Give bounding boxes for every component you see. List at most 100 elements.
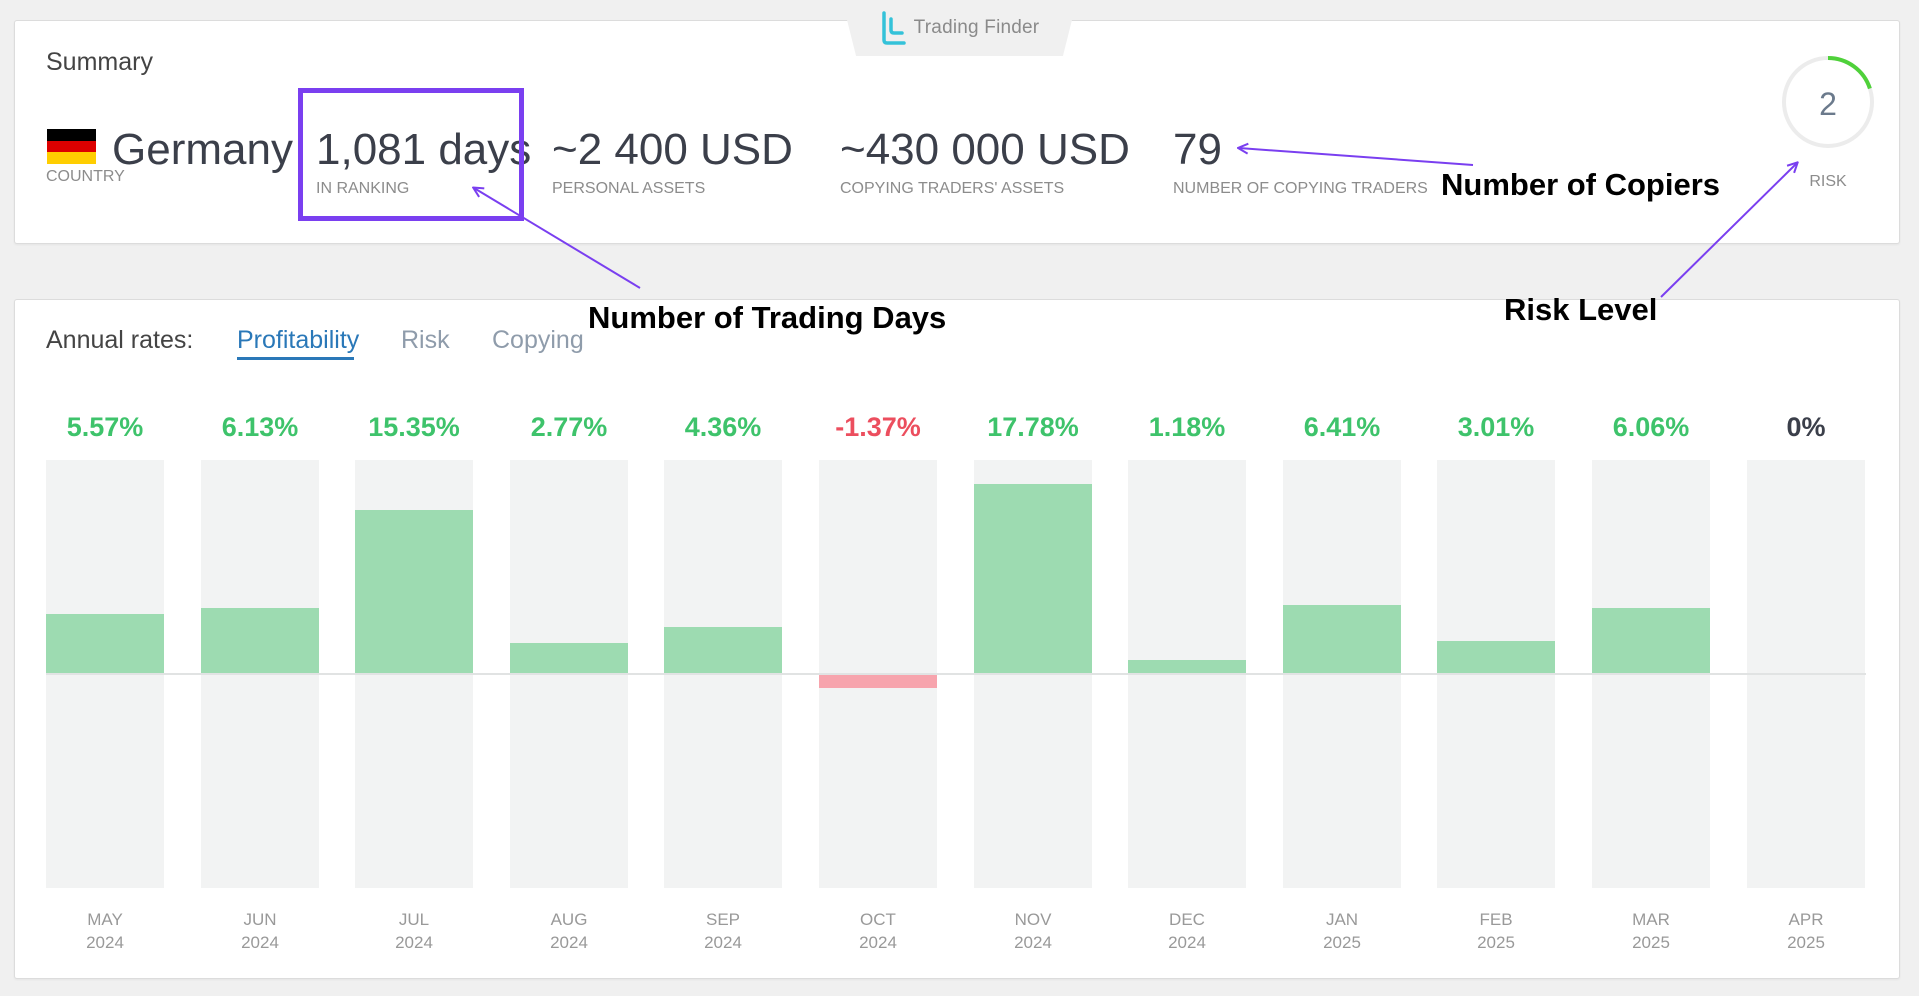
value-label: 5.57% (66, 412, 144, 442)
ranking-stat: 1,081 days IN RANKING (316, 128, 531, 198)
profit-bar (664, 626, 782, 673)
value-label: 0% (1786, 412, 1826, 442)
month-name: JAN (1325, 910, 1359, 929)
annotation-copiers: Number of Copiers (1441, 167, 1721, 202)
value-label: 3.01% (1457, 412, 1535, 442)
country-value: Germany (112, 125, 293, 174)
month-label: JUL 2024 (355, 908, 473, 954)
profit-bar (201, 607, 319, 673)
profit-bar (46, 613, 164, 673)
month-year: 2024 (704, 933, 742, 952)
profit-bar (819, 673, 937, 688)
annual-rates-card (14, 299, 1900, 979)
risk-gauge (1782, 56, 1874, 148)
value-label: 6.06% (1612, 412, 1690, 442)
flag-stripe-red (47, 140, 96, 153)
month-label: DEC 2024 (1128, 908, 1246, 954)
brand-logo: Trading Finder (842, 0, 1077, 56)
value-label: 17.78% (987, 412, 1079, 442)
flag-stripe-black (47, 129, 96, 141)
month-name: MAY (87, 910, 123, 929)
month-name: OCT (860, 910, 896, 929)
month-label: AUG 2024 (510, 908, 628, 954)
annotation-trading-days: Number of Trading Days (588, 300, 947, 335)
zero-baseline (46, 673, 1866, 675)
profit-bar (1283, 604, 1401, 673)
month-year: 2024 (859, 933, 897, 952)
profit-bar (1128, 660, 1246, 673)
profit-bar (510, 643, 628, 673)
copiers-value: 79 (1173, 125, 1222, 174)
annual-rates-header: Annual rates: (46, 326, 194, 354)
personal-assets-label: PERSONAL ASSETS (552, 180, 706, 197)
month-year: 2024 (395, 933, 433, 952)
ranking-label: IN RANKING (316, 180, 410, 197)
personal-assets-value: ~2 400 USD (552, 125, 793, 174)
active-tab-underline (237, 357, 354, 360)
month-name: NOV (1014, 910, 1052, 929)
tab-copying[interactable]: Copying (492, 326, 584, 354)
germany-flag-icon (47, 129, 96, 164)
month-label: MAY 2024 (46, 908, 164, 954)
risk-value: 2 (1819, 86, 1837, 122)
copiers-label: NUMBER OF COPYING TRADERS (1173, 180, 1428, 197)
month-year: 2024 (241, 933, 279, 952)
profit-bar (974, 483, 1092, 673)
country-stat: Germany (112, 128, 293, 172)
month-label: APR 2025 (1747, 908, 1865, 954)
brand-name: Trading Finder (913, 17, 1040, 38)
month-label: SEP 2024 (664, 908, 782, 954)
month-name: JUN (243, 910, 277, 929)
copiers-arrow (1239, 148, 1474, 166)
summary-title: Summary (46, 48, 153, 76)
month-year: 2024 (550, 933, 588, 952)
month-label: OCT 2024 (819, 908, 937, 954)
month-label: JUN 2024 (201, 908, 319, 954)
risk-gauge-arc (1782, 56, 1874, 148)
month-year: 2024 (86, 933, 124, 952)
copying-assets-value: ~430 000 USD (840, 125, 1130, 174)
profit-bar (1437, 640, 1555, 673)
month-year: 2024 (1168, 933, 1206, 952)
value-label: 4.36% (684, 412, 762, 442)
month-name: FEB (1479, 910, 1513, 929)
month-year: 2025 (1632, 933, 1670, 952)
month-year: 2024 (1014, 933, 1052, 952)
month-label: MAR 2025 (1592, 908, 1710, 954)
month-name: AUG (550, 910, 588, 929)
value-label: 1.18% (1148, 412, 1226, 442)
trading-days-arrow (474, 188, 641, 289)
flag-stripe-gold (47, 152, 96, 164)
month-name: APR (1788, 910, 1824, 929)
personal-assets-stat: ~2 400 USD PERSONAL ASSETS (552, 128, 793, 198)
value-label: 2.77% (530, 412, 608, 442)
risk-label: RISK (1809, 173, 1847, 190)
month-label: FEB 2025 (1437, 908, 1555, 954)
risk-arrow (1660, 163, 1797, 298)
copying-assets-label: COPYING TRADERS' ASSETS (840, 180, 1065, 197)
value-label: 15.35% (368, 412, 460, 442)
month-year: 2025 (1787, 933, 1825, 952)
value-label: 6.13% (221, 412, 299, 442)
annotation-risk: Risk Level (1504, 292, 1658, 327)
tab-risk[interactable]: Risk (401, 326, 450, 354)
tab-profitability[interactable]: Profitability (237, 326, 360, 354)
value-label: -1.37% (835, 412, 921, 442)
month-name: SEP (705, 910, 741, 929)
trading-finder-logo-icon (881, 11, 906, 45)
month-year: 2025 (1477, 933, 1515, 952)
ranking-value: 1,081 days (316, 125, 532, 174)
country-label: COUNTRY (46, 168, 125, 185)
month-name: DEC (1169, 910, 1205, 929)
profit-bar (1592, 608, 1710, 673)
copying-assets-stat: ~430 000 USD COPYING TRADERS' ASSETS (840, 128, 1130, 198)
value-label: 6.41% (1303, 412, 1381, 442)
month-name: JUL (398, 910, 430, 929)
month-label: JAN 2025 (1283, 908, 1401, 954)
month-name: MAR (1632, 910, 1670, 929)
profit-bar (355, 509, 473, 673)
summary-card (14, 20, 1900, 244)
copiers-stat: 79 NUMBER OF COPYING TRADERS (1173, 128, 1428, 198)
month-label: NOV 2024 (974, 908, 1092, 954)
